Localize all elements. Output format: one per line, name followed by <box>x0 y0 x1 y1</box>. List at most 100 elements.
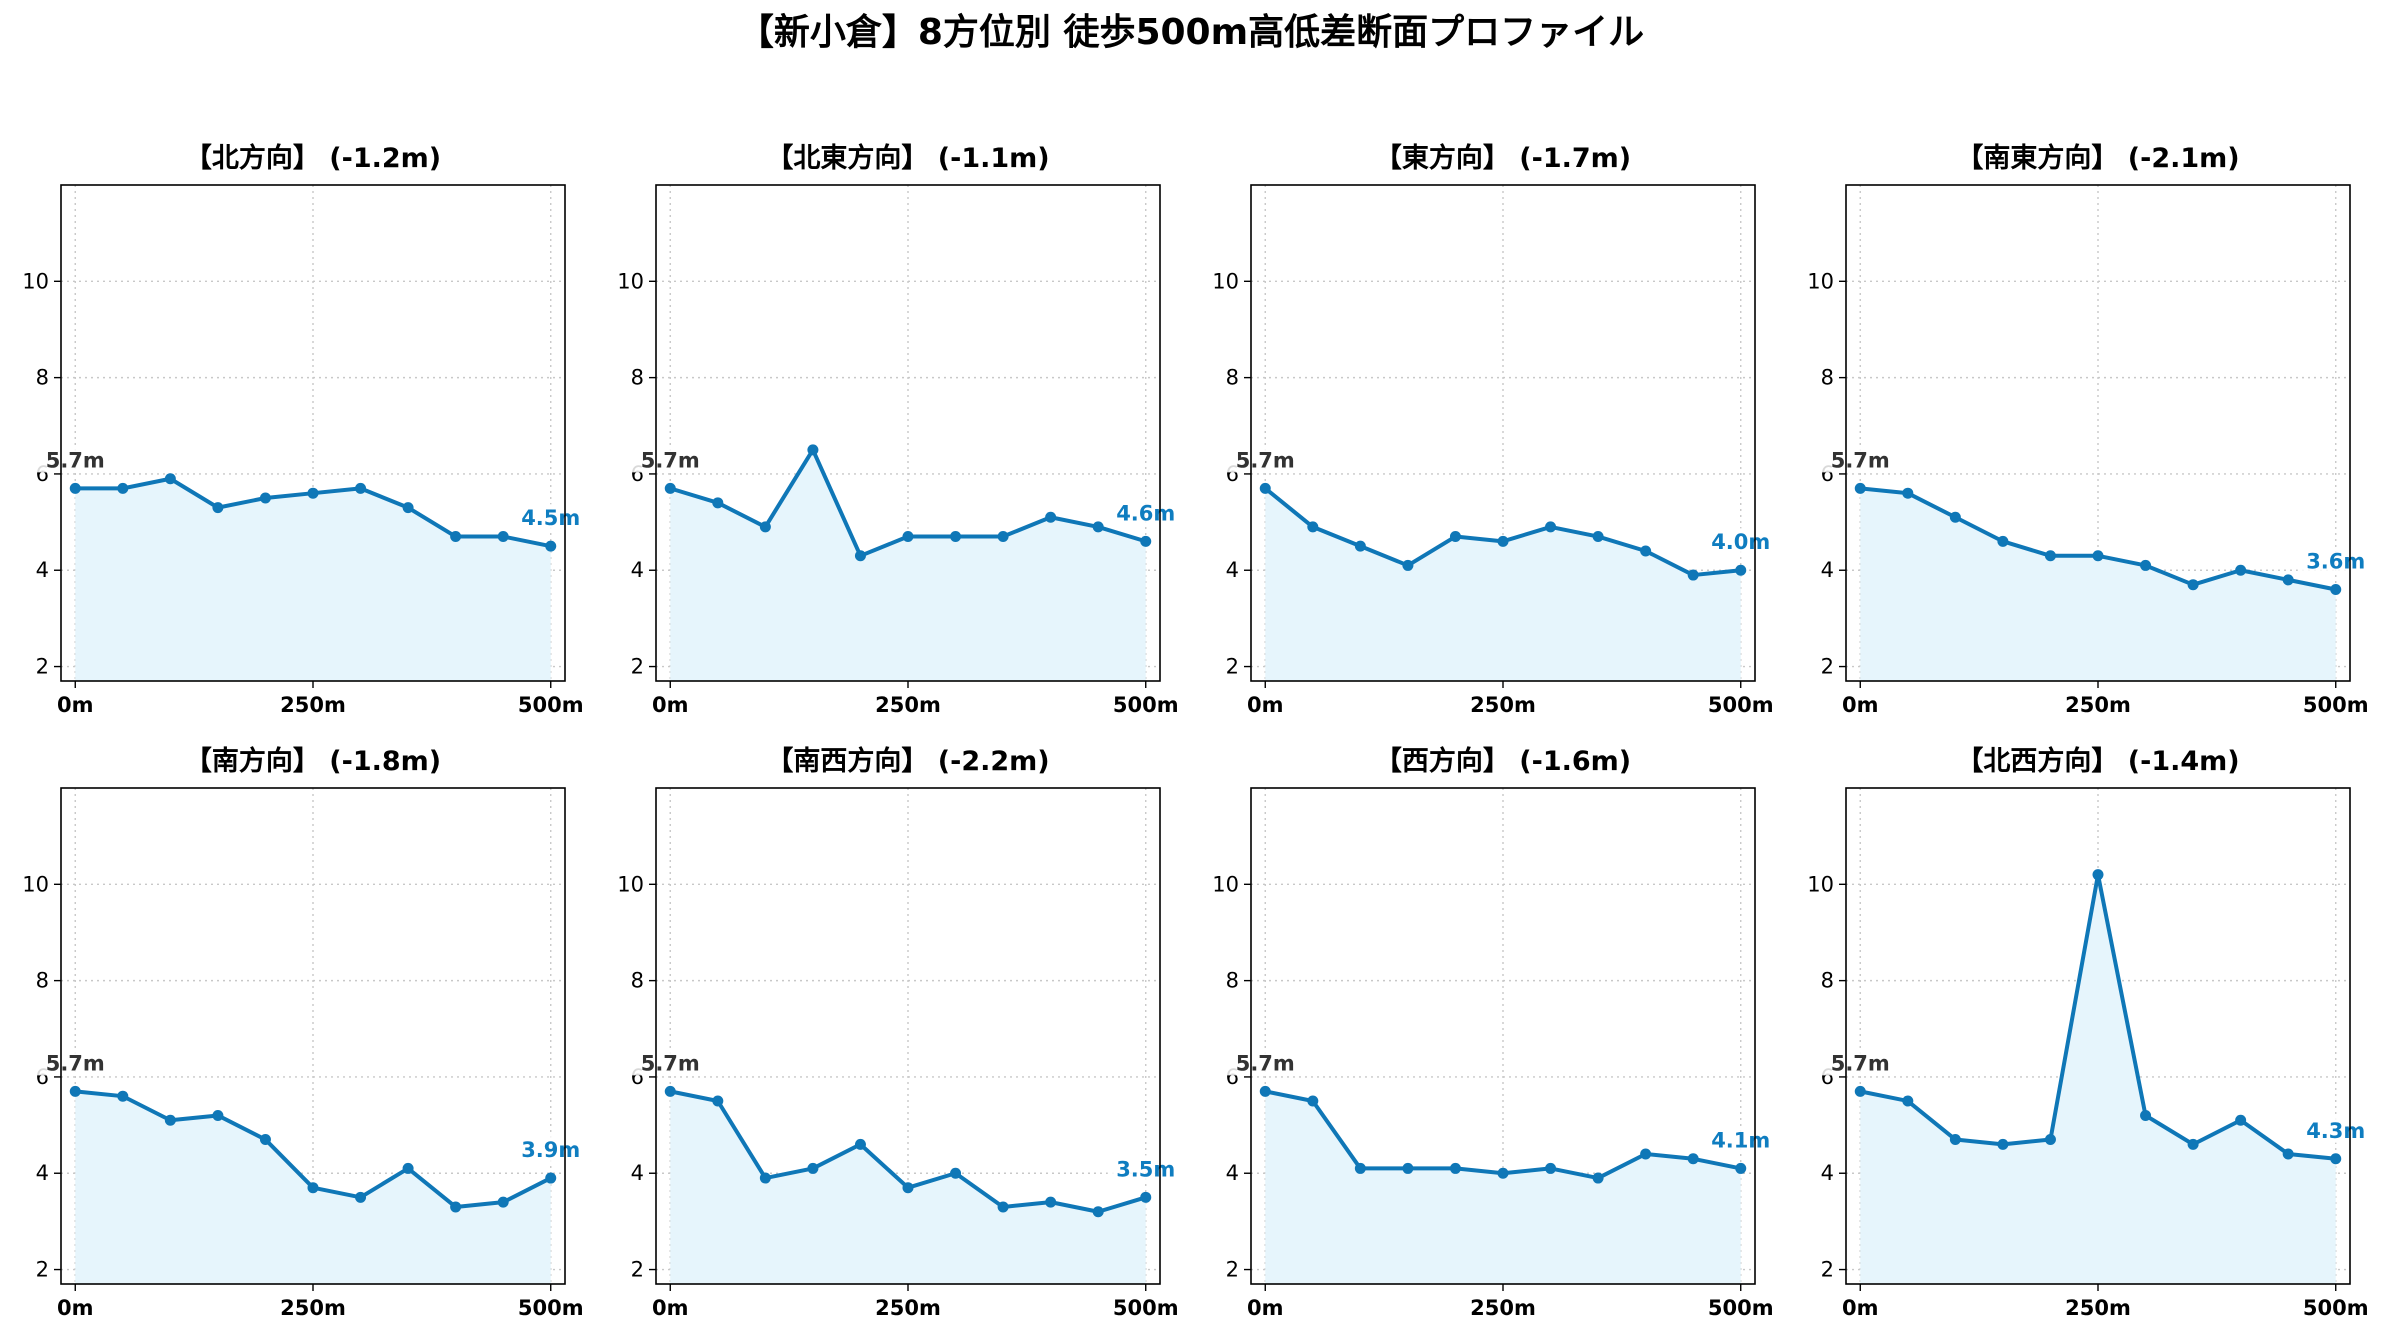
start-elevation-label: 5.7m <box>1236 1051 1295 1075</box>
data-point <box>450 531 462 543</box>
data-point <box>807 444 819 456</box>
data-point <box>1497 535 1509 547</box>
y-tick-label: 8 <box>36 969 49 993</box>
data-point <box>1307 1095 1319 1107</box>
data-point <box>1259 482 1271 494</box>
x-tick-label: 250m <box>1470 1296 1536 1320</box>
data-point <box>950 1167 962 1179</box>
y-tick-label: 10 <box>1807 269 1834 293</box>
y-tick-label: 10 <box>617 269 644 293</box>
data-point <box>2187 579 2199 591</box>
y-tick-label: 10 <box>617 872 644 896</box>
x-tick-label: 500m <box>1113 693 1179 717</box>
data-point <box>1092 521 1104 533</box>
panel-title: 【東方向】 (-1.7m) <box>1375 142 1631 174</box>
start-label-bg <box>35 446 116 473</box>
y-tick-label: 4 <box>1226 1161 1239 1185</box>
data-point <box>997 531 1009 543</box>
profile-area <box>670 449 1146 681</box>
data-point <box>759 1172 771 1184</box>
end-label-bg <box>1702 528 1779 555</box>
end-elevation-label: 4.6m <box>1116 501 1175 525</box>
data-point <box>1545 521 1557 533</box>
data-point <box>1449 1162 1461 1174</box>
profile-area <box>1860 874 2336 1284</box>
data-point <box>2282 1148 2294 1160</box>
data-point <box>2330 584 2342 596</box>
start-elevation-label: 5.7m <box>641 448 700 472</box>
y-tick-label: 8 <box>1226 366 1239 390</box>
end-elevation-label: 3.5m <box>1116 1157 1175 1181</box>
panel-title: 【西方向】 (-1.6m) <box>1375 745 1631 777</box>
data-point <box>1687 569 1699 581</box>
panel-title: 【北東方向】 (-1.1m) <box>766 142 1049 174</box>
y-tick-label: 8 <box>36 366 49 390</box>
panel-title: 【北西方向】 (-1.4m) <box>1956 745 2239 777</box>
data-point <box>1735 564 1747 576</box>
x-tick-label: 500m <box>1708 693 1774 717</box>
data-point <box>1949 1134 1961 1146</box>
data-point <box>69 482 81 494</box>
data-point <box>212 1109 224 1121</box>
y-tick-label: 2 <box>1226 1258 1239 1282</box>
data-point <box>902 1182 914 1194</box>
x-tick-label: 0m <box>1247 1296 1284 1320</box>
end-elevation-label: 4.5m <box>521 506 580 530</box>
data-point <box>1592 1172 1604 1184</box>
data-point <box>2092 869 2104 881</box>
end-label-bg <box>2297 1116 2374 1143</box>
profile-area <box>1265 488 1741 681</box>
y-tick-label: 8 <box>1821 366 1834 390</box>
panel-title: 【南西方向】 (-2.2m) <box>766 745 1049 777</box>
profile-area <box>1265 1091 1741 1284</box>
data-point <box>2140 559 2152 571</box>
data-point <box>1997 535 2009 547</box>
end-elevation-label: 4.3m <box>2306 1119 2365 1143</box>
y-tick-label: 4 <box>36 1161 49 1185</box>
y-tick-label: 2 <box>36 655 49 679</box>
x-tick-label: 0m <box>652 1296 689 1320</box>
x-tick-label: 500m <box>1708 1296 1774 1320</box>
end-label-bg <box>512 504 589 531</box>
end-label-bg <box>1107 499 1184 526</box>
data-point <box>259 492 271 504</box>
data-point <box>259 1134 271 1146</box>
data-point <box>497 531 509 543</box>
y-tick-label: 10 <box>22 872 49 896</box>
end-label-bg <box>1702 1126 1779 1153</box>
data-point <box>355 482 367 494</box>
axes-frame <box>655 787 1161 1285</box>
end-elevation-label: 3.6m <box>2306 550 2365 574</box>
start-elevation-label: 5.7m <box>46 1051 105 1075</box>
data-point <box>1902 1095 1914 1107</box>
data-point <box>2187 1138 2199 1150</box>
data-point <box>1045 1196 1057 1208</box>
x-tick-label: 500m <box>518 693 584 717</box>
data-point <box>1140 1191 1152 1203</box>
data-point <box>1687 1153 1699 1165</box>
data-point <box>1592 531 1604 543</box>
data-point <box>545 540 557 552</box>
panel-title: 【北方向】 (-1.2m) <box>185 142 441 174</box>
data-point <box>950 531 962 543</box>
data-point <box>712 497 724 509</box>
data-point <box>164 1114 176 1126</box>
data-point <box>1140 535 1152 547</box>
axes-frame <box>655 184 1161 682</box>
axes-frame <box>60 787 566 1285</box>
x-tick-label: 250m <box>1470 693 1536 717</box>
end-elevation-label: 4.0m <box>1711 530 1770 554</box>
data-point <box>164 473 176 485</box>
x-tick-label: 0m <box>57 1296 94 1320</box>
data-point <box>69 1085 81 1097</box>
y-tick-label: 4 <box>1226 558 1239 582</box>
data-point <box>2235 1114 2247 1126</box>
x-tick-label: 500m <box>2303 1296 2369 1320</box>
start-elevation-label: 5.7m <box>46 448 105 472</box>
axes-frame <box>1845 184 2351 682</box>
